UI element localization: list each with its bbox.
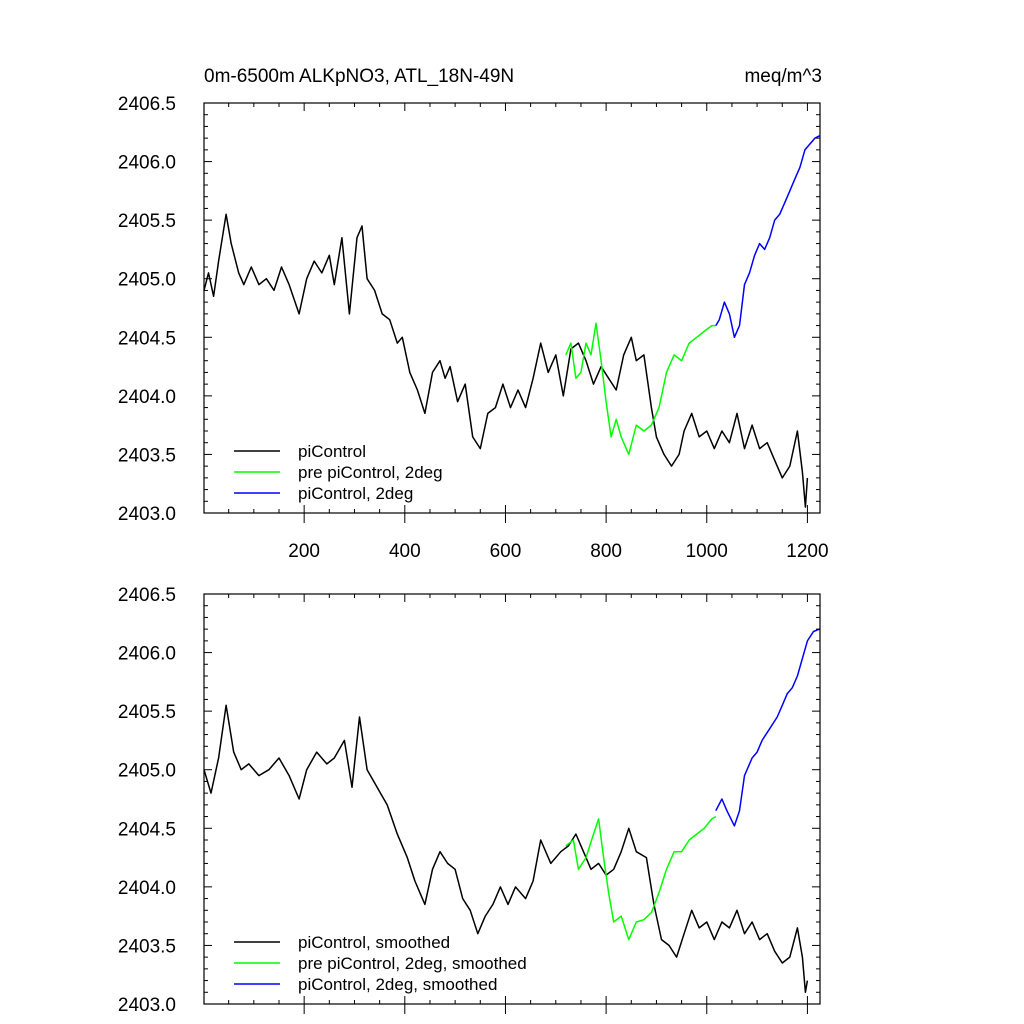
- bottom-legend: piControl, smoothed pre piControl, 2deg, …: [234, 933, 527, 994]
- bottom-y-tick-labels: 2403.0 2403.5 2404.0 2404.5 2405.0 2405.5 2406…: [118, 585, 176, 1016]
- y-tick-label: 2405.5: [118, 211, 176, 232]
- legend-label-1: pre piControl, 2deg: [298, 463, 443, 482]
- legend-label-2: piControl, 2deg, smoothed: [298, 975, 497, 994]
- y-tick-label: 2405.0: [118, 761, 176, 782]
- y-tick-label: 2406.0: [118, 153, 176, 174]
- top-legend: piControl pre piControl, 2deg piControl, 2…: [234, 442, 443, 503]
- x-tick-label: 600: [490, 541, 522, 562]
- bottom-series-layer: [203, 628, 820, 994]
- y-tick-label: 2404.0: [118, 387, 176, 408]
- x-tick-label: 1200: [786, 541, 828, 562]
- series-line-0: [203, 213, 809, 508]
- y-tick-label: 2403.0: [118, 504, 176, 525]
- y-tick-label: 2405.5: [118, 702, 176, 723]
- legend-label-0: piControl, smoothed: [298, 933, 450, 952]
- series-line-2: [715, 135, 820, 339]
- y-tick-label: 2406.5: [118, 585, 176, 606]
- bottom-plot-panel: 2403.0 2403.5 2404.0 2404.5 2405.0 2405.5 2406…: [118, 585, 821, 1016]
- top-y-tick-labels: 2403.0 2403.5 2404.0 2404.5 2405.0 2405.5 2406…: [118, 94, 176, 525]
- series-line-1: [565, 815, 717, 941]
- x-tick-label: 200: [288, 541, 320, 562]
- x-tick-label: 800: [590, 541, 622, 562]
- top-plot-panel: 0m-6500m ALKpNO3, ATL_18N-49N meq/m^3 24…: [118, 66, 829, 562]
- top-x-tick-labels: 200 400 600 800 1000 1200: [288, 541, 828, 562]
- series-line-2: [715, 628, 820, 827]
- legend-label-2: piControl, 2deg: [298, 484, 413, 503]
- chart-title: 0m-6500m ALKpNO3, ATL_18N-49N: [204, 66, 514, 87]
- legend-label-0: piControl: [298, 442, 366, 461]
- y-tick-label: 2405.0: [118, 270, 176, 291]
- x-tick-label: 400: [389, 541, 421, 562]
- y-tick-label: 2404.0: [118, 878, 176, 899]
- legend-label-1: pre piControl, 2deg, smoothed: [298, 954, 527, 973]
- top-series-layer: [203, 135, 820, 508]
- bottom-ticks: [204, 593, 820, 1014]
- x-tick-label: 1000: [686, 541, 728, 562]
- units-label: meq/m^3: [744, 66, 822, 87]
- series-line-1: [565, 322, 716, 456]
- top-plot-frame: [203, 102, 821, 514]
- y-tick-label: 2404.5: [118, 328, 176, 349]
- y-tick-label: 2406.5: [118, 94, 176, 115]
- y-tick-label: 2403.5: [118, 445, 176, 466]
- y-tick-label: 2406.0: [118, 644, 176, 665]
- y-tick-label: 2404.5: [118, 819, 176, 840]
- top-ticks: [204, 102, 820, 523]
- y-tick-label: 2403.5: [118, 936, 176, 957]
- y-tick-label: 2403.0: [118, 995, 176, 1016]
- series-line-0: [203, 704, 809, 994]
- bottom-plot-frame: [203, 593, 821, 1005]
